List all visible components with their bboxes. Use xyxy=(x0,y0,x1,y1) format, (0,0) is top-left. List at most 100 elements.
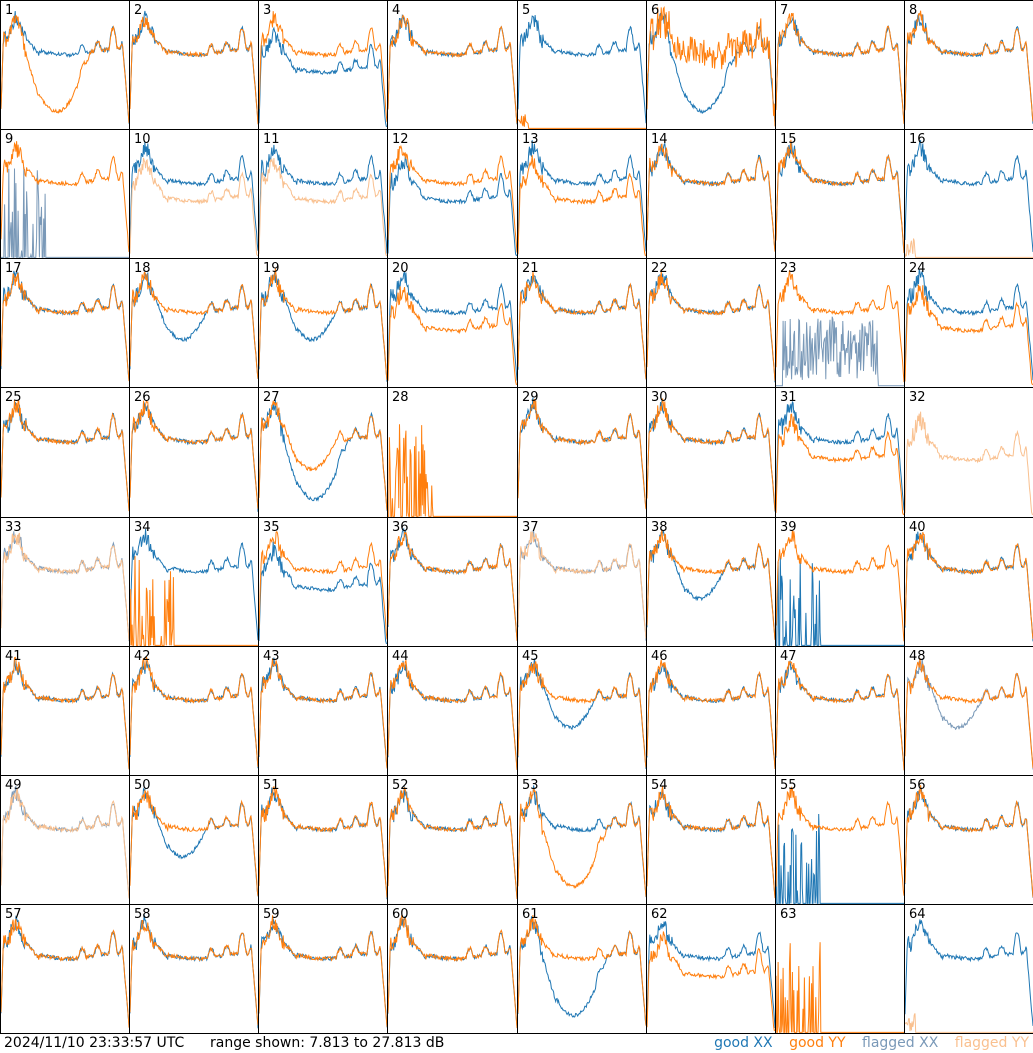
panel-6: 6 xyxy=(646,0,776,130)
panel-plot xyxy=(647,1,775,129)
series-yy-good xyxy=(1,16,129,123)
panel-57: 57 xyxy=(0,904,130,1034)
series-yy-good xyxy=(388,787,517,899)
panel-plot xyxy=(130,388,258,517)
panel-plot xyxy=(518,518,646,646)
panel-46: 46 xyxy=(646,646,776,776)
panel-plot xyxy=(905,776,1033,904)
panel-35: 35 xyxy=(258,517,388,647)
series-yy-good xyxy=(130,401,258,509)
panel-37: 37 xyxy=(517,517,647,647)
panel-64: 64 xyxy=(904,904,1033,1034)
panel-plot xyxy=(647,647,775,775)
panel-plot xyxy=(1,259,129,387)
panel-number: 30 xyxy=(651,390,668,405)
panel-number: 13 xyxy=(522,132,539,147)
panel-plot xyxy=(130,905,258,1033)
panel-50: 50 xyxy=(129,775,259,905)
series-xx-good xyxy=(388,16,517,125)
series-yy-good xyxy=(647,7,775,126)
panel-9: 9 xyxy=(0,129,130,259)
series-xx-flagged xyxy=(518,531,646,641)
panel-number: 28 xyxy=(392,390,409,405)
series-xx-good xyxy=(518,276,646,380)
panel-7: 7 xyxy=(775,0,905,130)
panel-plot xyxy=(388,905,517,1033)
panel-number: 20 xyxy=(392,261,409,276)
panel-49: 49 xyxy=(0,775,130,905)
panel-number: 16 xyxy=(909,132,926,147)
panel-plot xyxy=(905,1,1033,129)
panel-58: 58 xyxy=(129,904,259,1034)
series-xx-good xyxy=(1,11,129,124)
panel-plot xyxy=(1,130,129,258)
panel-number: 43 xyxy=(263,649,280,664)
series-xx-good xyxy=(388,272,517,381)
series-yy-good xyxy=(776,530,904,641)
panel-number: 9 xyxy=(5,132,14,147)
panel-plot xyxy=(518,647,646,775)
panel-40: 40 xyxy=(904,517,1033,647)
series-yy-good xyxy=(1,919,129,1027)
panel-14: 14 xyxy=(646,129,776,259)
panel-plot xyxy=(130,647,258,775)
series-yy-good xyxy=(647,786,775,898)
panel-16: 16 xyxy=(904,129,1033,259)
series-xx-good xyxy=(259,788,387,900)
series-xx-good xyxy=(388,787,517,899)
series-yy-good xyxy=(647,530,775,640)
panel-26: 26 xyxy=(129,387,259,518)
series-yy-good xyxy=(647,144,775,252)
panel-plot xyxy=(1,776,129,904)
panel-plot xyxy=(388,647,517,775)
series-yy-good xyxy=(518,399,646,509)
series-xx-good xyxy=(647,144,775,251)
panel-number: 4 xyxy=(392,3,401,18)
panel-plot xyxy=(776,259,904,387)
panel-plot xyxy=(388,130,517,258)
panel-52: 52 xyxy=(387,775,518,905)
series-yy-good xyxy=(259,401,387,510)
series-yy-good xyxy=(259,11,387,122)
panel-plot xyxy=(647,130,775,258)
panel-30: 30 xyxy=(646,387,776,518)
series-yy-good xyxy=(1,141,129,252)
panel-number: 12 xyxy=(392,132,409,147)
series-xx-good xyxy=(905,920,1033,1026)
panel-plot xyxy=(647,905,775,1033)
panel-number: 34 xyxy=(134,520,151,535)
series-xx-good xyxy=(776,17,904,121)
series-yy-good xyxy=(518,915,646,1026)
series-xx-good xyxy=(647,921,775,1028)
series-yy-good xyxy=(905,11,1033,122)
series-yy-good xyxy=(259,269,387,380)
panel-number: 44 xyxy=(392,649,409,664)
panel-25: 25 xyxy=(0,387,130,518)
panel-plot xyxy=(388,388,517,517)
series-xx-good xyxy=(647,274,775,383)
panel-number: 38 xyxy=(651,520,668,535)
series-xx-good xyxy=(130,402,258,511)
series-yy-flagged xyxy=(905,412,1033,515)
panel-62: 62 xyxy=(646,904,776,1034)
series-xx-good xyxy=(1,402,129,509)
panel-number: 48 xyxy=(909,649,926,664)
panel-36: 36 xyxy=(387,517,518,647)
series-yy-good xyxy=(518,114,646,128)
panel-10: 10 xyxy=(129,129,259,259)
series-yy-good xyxy=(388,915,517,1028)
panel-plot xyxy=(388,776,517,904)
series-xx-good xyxy=(130,142,258,251)
panel-33: 33 xyxy=(0,517,130,647)
panel-11: 11 xyxy=(258,129,388,259)
panel-number: 42 xyxy=(134,649,151,664)
series-yy-good xyxy=(1,400,129,511)
series-xx-flagged xyxy=(1,167,129,258)
series-yy-good xyxy=(518,661,646,767)
timestamp: 2024/11/10 23:33:57 UTC xyxy=(4,1035,185,1051)
panel-38: 38 xyxy=(646,517,776,647)
panel-number: 41 xyxy=(5,649,22,664)
panel-29: 29 xyxy=(517,387,647,518)
panel-number: 63 xyxy=(780,907,797,922)
panel-plot xyxy=(259,259,387,387)
